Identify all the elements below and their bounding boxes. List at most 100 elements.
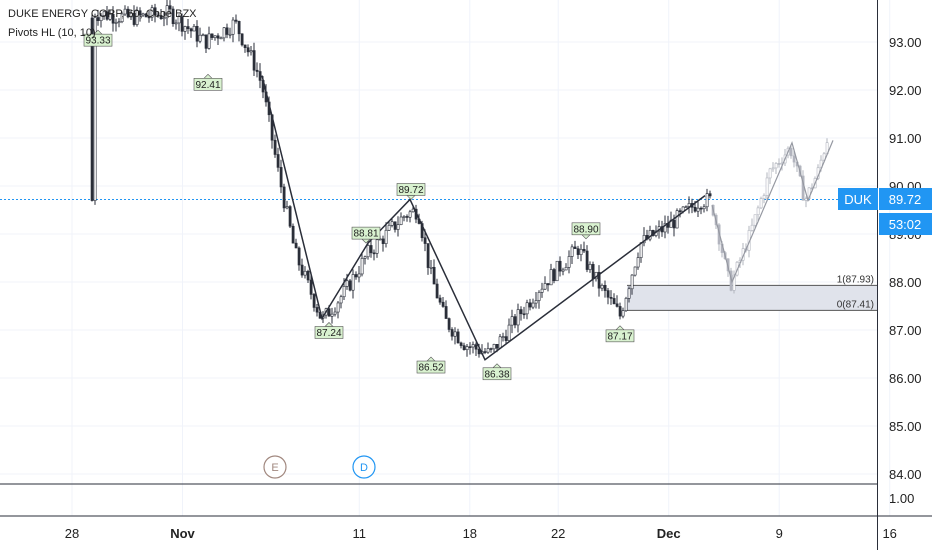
candle-body xyxy=(471,344,475,348)
candle-body xyxy=(225,27,229,35)
badge-price: 89.72 xyxy=(889,192,922,207)
candle-body xyxy=(396,224,400,230)
candle-body xyxy=(237,21,241,35)
indicator-title[interactable]: Pivots HL (10, 10) xyxy=(8,27,96,39)
candle-body xyxy=(636,257,640,268)
candle-body xyxy=(498,336,502,349)
dividend-event-marker[interactable]: D xyxy=(352,455,376,479)
candle-body xyxy=(588,264,592,270)
candle-body xyxy=(504,336,508,341)
candle-body xyxy=(525,302,529,315)
candle-body xyxy=(174,22,178,25)
pivot-label-low[interactable]: 92.41 xyxy=(193,73,223,91)
fib-level-label: 0(87.41) xyxy=(837,299,874,310)
badge-countdown: 53:02 xyxy=(889,217,922,232)
candle-body xyxy=(579,248,583,255)
candle-body xyxy=(171,8,175,24)
candle-body xyxy=(195,25,199,42)
event-marker-letter: E xyxy=(271,462,278,474)
candle-body xyxy=(486,348,490,353)
candle-body xyxy=(618,306,622,317)
candle-body xyxy=(177,16,181,24)
candle-body xyxy=(348,280,352,291)
candle-body xyxy=(276,154,280,168)
zigzag-line[interactable] xyxy=(261,75,706,361)
candle-body xyxy=(639,242,643,258)
candlestick-series xyxy=(90,0,712,358)
pivot-label-low[interactable]: 86.52 xyxy=(416,356,446,374)
pivot-label-high[interactable]: 88.90 xyxy=(571,222,601,240)
candle-body xyxy=(165,5,169,19)
candle-body xyxy=(519,309,523,315)
candle-body xyxy=(213,35,217,38)
candle-body xyxy=(534,300,538,304)
candle-body xyxy=(306,270,310,281)
candle-body xyxy=(423,237,427,244)
candle-body xyxy=(138,10,142,16)
candle-body xyxy=(291,225,295,244)
candle-body xyxy=(366,245,370,258)
candle-body xyxy=(351,274,355,291)
pivot-label-text: 87.17 xyxy=(607,331,632,342)
earnings-event-marker[interactable]: E xyxy=(263,455,287,479)
pivot-label-low[interactable]: 86.38 xyxy=(482,363,512,381)
candle-body xyxy=(249,50,253,53)
candle-body xyxy=(342,286,346,298)
candle-body xyxy=(234,19,238,22)
candle-body xyxy=(327,308,331,317)
pivot-label-text: 86.52 xyxy=(418,363,443,374)
badge-symbol-bg xyxy=(838,188,878,210)
projection-line xyxy=(711,140,834,284)
price-tick-label: 86.00 xyxy=(889,371,922,386)
candle-body xyxy=(96,17,100,21)
candle-body xyxy=(219,37,223,40)
candle-body xyxy=(468,346,472,348)
time-axis[interactable]: 28 Nov 11 18 22 Dec 9 16 xyxy=(65,526,897,541)
ghost-candle-body xyxy=(753,214,757,226)
ghost-candle-body xyxy=(762,195,766,199)
price-tick-label: 87.00 xyxy=(889,323,922,338)
candle-body xyxy=(696,207,700,212)
candle-body xyxy=(90,17,94,201)
fib-level-label: 1(87.93) xyxy=(837,274,874,285)
pivot-label-low[interactable]: 93.33 xyxy=(83,29,113,47)
candle-body xyxy=(576,248,580,255)
pivot-label-text: 88.90 xyxy=(573,224,598,235)
candle-body xyxy=(603,285,607,291)
fib-zone[interactable] xyxy=(627,285,877,311)
ghost-candle-body xyxy=(777,163,781,165)
pivot-label-high[interactable]: 89.72 xyxy=(396,183,426,200)
candle-body xyxy=(357,273,361,278)
pivot-zigzag xyxy=(261,75,706,361)
pivot-label-low[interactable]: 87.17 xyxy=(605,325,635,343)
candle-body xyxy=(465,346,469,351)
pivot-label-low[interactable]: 87.24 xyxy=(314,322,344,339)
candle-body xyxy=(255,69,259,72)
ghost-candle-body xyxy=(732,274,736,291)
candle-body xyxy=(627,288,631,299)
pivot-label-text: 87.24 xyxy=(316,328,341,339)
time-tick-label: 18 xyxy=(463,526,477,541)
event-marker-letter: D xyxy=(360,462,368,474)
candle-body xyxy=(180,16,184,32)
candle-body xyxy=(609,296,613,299)
candle-body xyxy=(456,331,460,344)
candle-body xyxy=(333,311,337,315)
candle-body xyxy=(435,283,439,299)
candle-body xyxy=(117,21,121,24)
ghost-candle-body xyxy=(768,168,772,179)
candle-body xyxy=(558,260,562,272)
candle-body xyxy=(441,301,445,307)
ghost-candle-body xyxy=(792,155,796,163)
candle-body xyxy=(702,206,706,210)
candle-body xyxy=(540,288,544,293)
candle-body xyxy=(447,318,451,330)
symbol-title[interactable]: DUKE ENERGY CORP, 60, Cboe BZX xyxy=(8,8,197,20)
ghost-candle-body xyxy=(774,163,778,169)
time-tick-label: Nov xyxy=(170,526,195,541)
pivot-label-high[interactable]: 88.81 xyxy=(351,226,381,244)
price-tick-label: 93.00 xyxy=(889,35,922,50)
candle-body xyxy=(228,33,232,36)
